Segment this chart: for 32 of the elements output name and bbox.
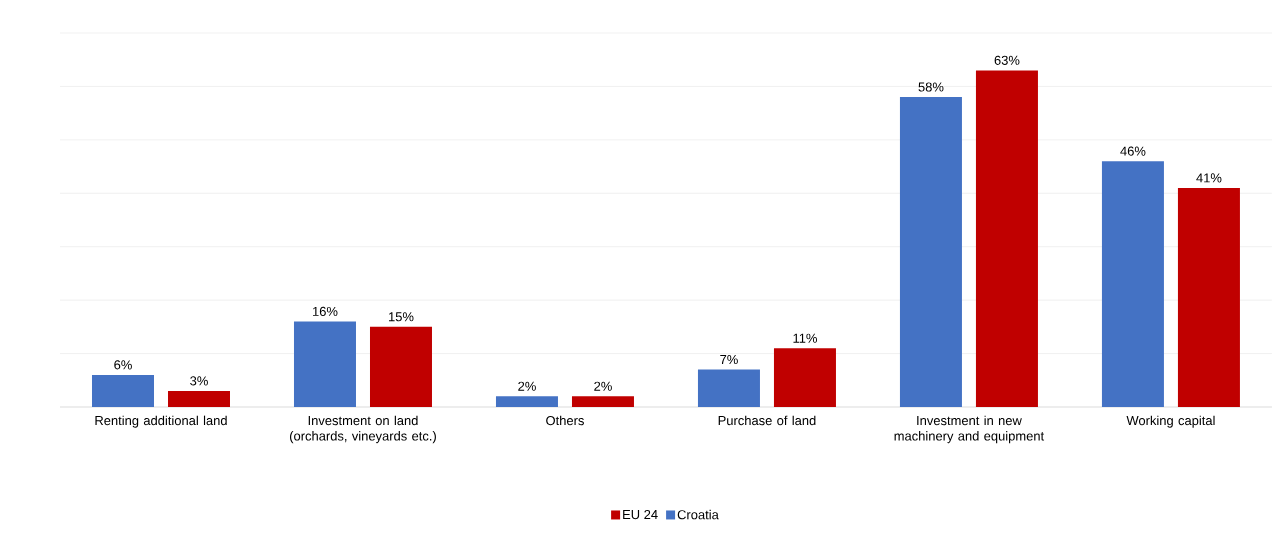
x-tick-label: Purchase of land [718, 415, 816, 426]
data-label: 15% [389, 312, 414, 322]
x-tick-label: Investment in new machinery and equipment [894, 415, 1045, 444]
data-label: 11% [793, 333, 817, 343]
bar [1177, 187, 1240, 407]
x-tick-label: Renting additional land [95, 415, 227, 428]
bar [293, 321, 356, 407]
bar [495, 396, 558, 407]
data-label: 58% [918, 82, 944, 92]
data-label: 7% [720, 355, 738, 365]
bar [697, 369, 760, 407]
bar [773, 348, 836, 407]
data-label: 63% [994, 55, 1020, 65]
legend-label: EU 24 [623, 509, 658, 520]
data-label: 2% [518, 381, 536, 391]
bar [369, 326, 432, 407]
x-tick-label: Investment on land (orchards, vineyards etc.) [290, 415, 436, 444]
data-label: 41% [1196, 173, 1222, 183]
bar [571, 396, 634, 407]
bar [899, 97, 962, 407]
legend-label: Croatia [677, 509, 719, 520]
bar [975, 70, 1038, 407]
bar [1101, 161, 1164, 407]
x-tick-label: Working capital [1126, 415, 1215, 428]
data-label: 3% [190, 376, 208, 386]
bar [91, 374, 154, 407]
bar [168, 390, 230, 407]
data-label: 6% [114, 360, 132, 370]
data-label: 2% [594, 381, 612, 391]
x-tick-label: Others [546, 415, 584, 426]
data-label: 16% [313, 306, 338, 316]
data-label: 46% [1120, 146, 1146, 156]
